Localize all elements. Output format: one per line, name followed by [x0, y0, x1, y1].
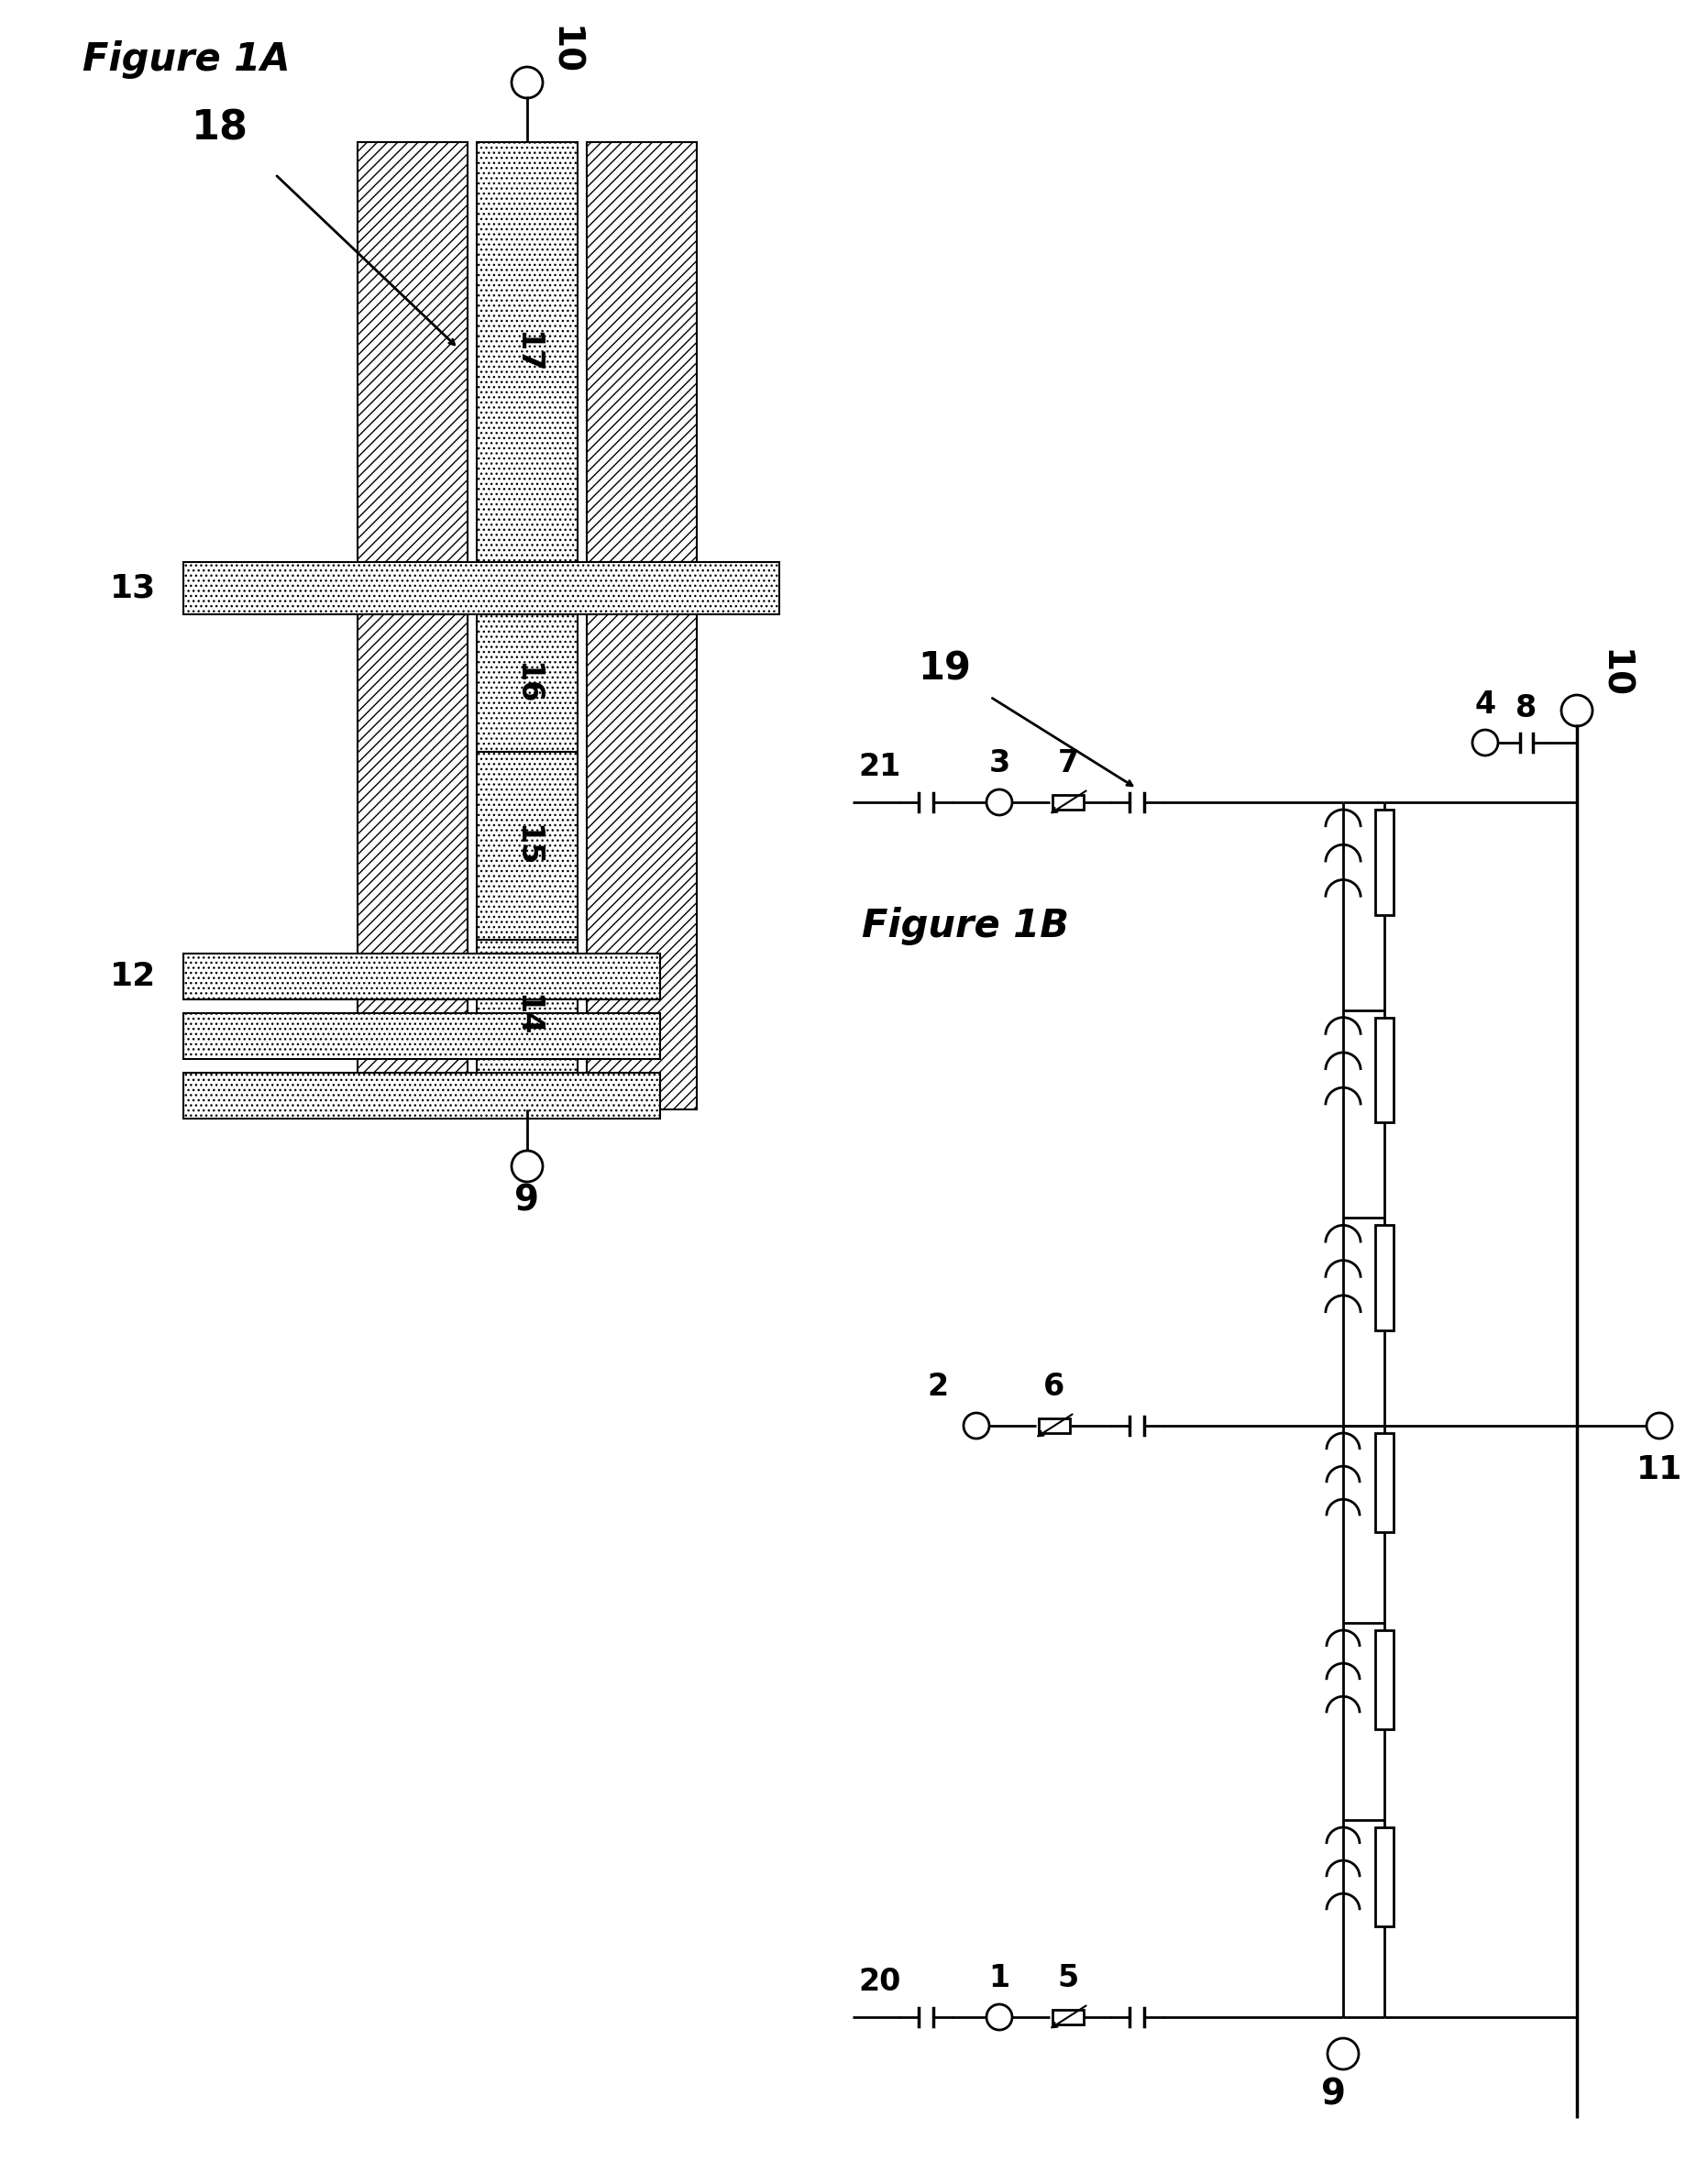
Text: 16: 16	[513, 662, 541, 703]
Text: Figure 1A: Figure 1A	[83, 39, 290, 79]
Text: 21: 21	[858, 751, 900, 782]
Text: 17: 17	[513, 330, 541, 373]
Text: 20: 20	[858, 1968, 900, 1998]
Bar	[477, 142, 577, 561]
Text: 4: 4	[1474, 688, 1495, 719]
Bar	[1374, 1629, 1393, 1730]
Bar	[477, 939, 577, 1109]
Bar	[1374, 1433, 1393, 1533]
Text: 12: 12	[110, 961, 155, 992]
Bar	[184, 954, 659, 1000]
Text: 14: 14	[513, 994, 541, 1037]
Bar	[184, 1013, 659, 1059]
Text: 15: 15	[513, 826, 541, 867]
Text: Figure 1B: Figure 1B	[862, 906, 1069, 946]
Text: 18: 18	[192, 109, 248, 149]
Bar	[1374, 1828, 1393, 1926]
Text: 1: 1	[988, 1963, 1010, 1994]
Bar	[184, 561, 779, 614]
Bar	[1374, 1225, 1393, 1330]
Text: 5: 5	[1057, 1963, 1077, 1994]
Bar	[1052, 2009, 1082, 2025]
Text: 10: 10	[1595, 649, 1630, 699]
Text: 2: 2	[927, 1372, 948, 1402]
Bar	[587, 142, 696, 561]
Text: 9: 9	[514, 1184, 540, 1219]
Text: 6: 6	[1044, 1372, 1064, 1402]
Text: 9: 9	[1320, 2077, 1345, 2112]
Bar	[477, 751, 577, 939]
Bar	[1052, 795, 1082, 810]
Text: 3: 3	[988, 749, 1010, 780]
Text: 10: 10	[546, 26, 582, 74]
Text: 13: 13	[110, 572, 155, 603]
Bar	[1039, 1417, 1069, 1433]
Bar	[587, 614, 696, 1109]
Bar	[1374, 810, 1393, 915]
Bar	[357, 142, 467, 561]
Text: 8: 8	[1516, 692, 1536, 723]
Bar	[184, 1072, 659, 1118]
Text: 19: 19	[917, 651, 971, 688]
Bar	[357, 614, 467, 1109]
Bar	[477, 614, 577, 751]
Text: 11: 11	[1635, 1455, 1681, 1485]
Text: 7: 7	[1057, 749, 1077, 780]
Bar	[1374, 1018, 1393, 1123]
